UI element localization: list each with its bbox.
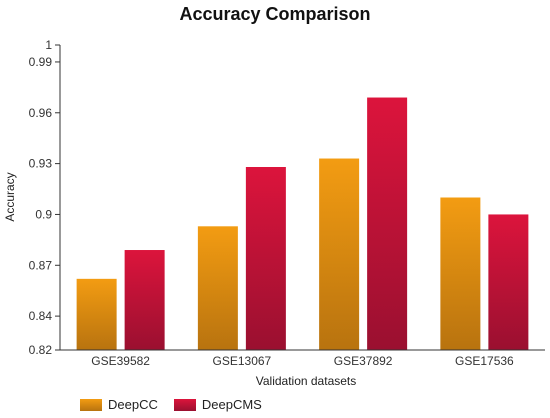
bar-deepcc-gse17536 [440, 197, 481, 350]
y-tick-label: 0.96 [29, 106, 53, 120]
bar-deepcms-gse37892 [367, 97, 408, 351]
y-axis-title: Accuracy [3, 172, 17, 221]
x-tick-label: GSE17536 [455, 354, 514, 368]
y-tick-label: 0.9 [35, 207, 52, 221]
legend-swatch-deepcc [80, 398, 102, 411]
bar-deepcms-gse39582 [124, 250, 165, 350]
legend-swatch-deepcms [173, 398, 196, 411]
bar-deepcc-gse37892 [319, 158, 360, 350]
bar-deepcms-gse13067 [245, 167, 286, 350]
bar-deepcc-gse13067 [197, 226, 238, 350]
y-tick-label: 0.82 [29, 343, 53, 357]
legend-item-deepcms: DeepCMS [173, 397, 262, 412]
y-tick-label: 1 [45, 38, 52, 52]
legend-label-deepcms: DeepCMS [201, 397, 262, 412]
chart-title: Accuracy Comparison [179, 4, 371, 24]
bar-deepcc-gse39582 [76, 278, 117, 350]
x-tick-label: GSE39582 [91, 354, 150, 368]
x-axis-title: Validation datasets [256, 374, 357, 388]
legend-item-deepcc: DeepCC [80, 397, 158, 412]
y-tick-label: 0.93 [29, 157, 53, 171]
legend-label-deepcc: DeepCC [108, 397, 158, 412]
legend: DeepCC DeepCMS [80, 397, 262, 412]
y-tick-label: 0.99 [29, 55, 53, 69]
x-tick-label: GSE37892 [334, 354, 393, 368]
x-tick-label: GSE13067 [213, 354, 272, 368]
y-tick-label: 0.84 [29, 309, 53, 323]
bar-deepcms-gse17536 [488, 214, 529, 350]
y-tick-label: 0.87 [29, 258, 53, 272]
